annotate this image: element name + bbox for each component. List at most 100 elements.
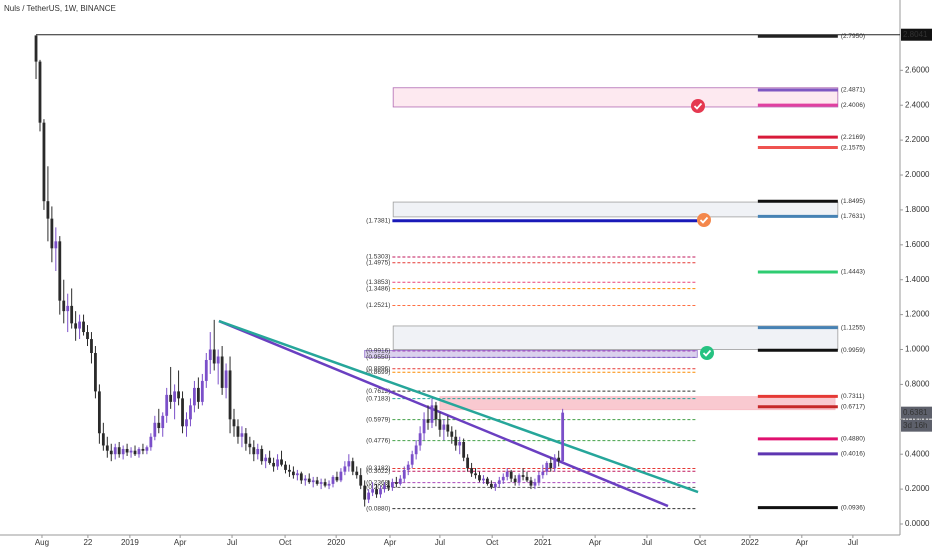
level-label: (0.4880) bbox=[841, 436, 865, 443]
level-label: (0.0936) bbox=[841, 504, 865, 511]
level-label: (1.5303) bbox=[366, 254, 390, 261]
candle-body bbox=[212, 349, 216, 364]
candle-body bbox=[200, 380, 204, 402]
candle-body bbox=[299, 473, 303, 481]
level-label: (0.5979) bbox=[366, 416, 390, 423]
zone bbox=[392, 325, 839, 350]
level-label: (1.8495) bbox=[841, 198, 865, 205]
candle-body bbox=[189, 405, 192, 420]
candle-body bbox=[82, 321, 85, 333]
candle-body bbox=[375, 489, 378, 495]
candle-body bbox=[545, 462, 549, 472]
candle-body bbox=[196, 387, 200, 402]
candle-body bbox=[355, 471, 359, 476]
y-tick-label: 2.0000 bbox=[905, 170, 930, 179]
level-label: (1.4443) bbox=[841, 269, 865, 276]
level-label: (0.4016) bbox=[841, 451, 865, 458]
y-tick-label: 1.6000 bbox=[905, 240, 930, 249]
trend-line bbox=[218, 319, 699, 494]
y-tick-label: 2.4000 bbox=[905, 100, 930, 109]
candle-body bbox=[311, 480, 315, 483]
y-tick-label: 1.0000 bbox=[905, 345, 930, 354]
candle-body bbox=[38, 61, 42, 123]
candle-body bbox=[517, 475, 521, 483]
y-tick-label: 0.0000 bbox=[905, 519, 930, 528]
candle-body bbox=[351, 461, 355, 472]
candle-body bbox=[256, 448, 260, 455]
candle-body bbox=[129, 450, 133, 453]
candle-body bbox=[529, 480, 533, 486]
candle-body bbox=[208, 349, 212, 360]
level-label: (0.7183) bbox=[366, 395, 390, 402]
candle-body bbox=[323, 482, 327, 486]
level-label: (0.3182) bbox=[366, 465, 390, 472]
level-label: (0.3022) bbox=[366, 468, 390, 475]
candle-body bbox=[62, 300, 66, 312]
high-price-label: 2.8041 bbox=[903, 30, 928, 39]
candle-body bbox=[493, 483, 497, 488]
x-tick-label: 2021 bbox=[534, 538, 552, 547]
candle-body bbox=[367, 492, 371, 500]
candle-body bbox=[410, 454, 414, 465]
candle-body bbox=[161, 415, 165, 429]
candle-body bbox=[426, 419, 430, 423]
candle-body bbox=[78, 321, 81, 329]
level-label: (0.7612) bbox=[366, 388, 390, 395]
level-label: (2.4006) bbox=[841, 102, 865, 109]
x-tick-label: 2020 bbox=[327, 538, 345, 547]
candle-body bbox=[430, 405, 434, 423]
check-icon-orange bbox=[697, 213, 711, 227]
level-label: (0.8896) bbox=[366, 365, 390, 372]
candle-body bbox=[34, 35, 38, 62]
candle-body bbox=[54, 241, 58, 249]
level-label: (0.9959) bbox=[841, 347, 865, 354]
chart-title: Nuls / TetherUS, 1W, BINANCE bbox=[4, 4, 116, 13]
level-label: (2.2169) bbox=[841, 134, 865, 141]
candle-body bbox=[58, 241, 62, 301]
candle-body bbox=[101, 433, 105, 446]
candle-body bbox=[109, 450, 113, 455]
candle-body bbox=[173, 391, 177, 402]
candle-body bbox=[113, 447, 117, 455]
candle-body bbox=[442, 424, 446, 430]
candle-body bbox=[97, 391, 101, 434]
candle-body bbox=[248, 443, 252, 448]
level-label: (0.2368) bbox=[366, 479, 390, 486]
candle-body bbox=[501, 476, 505, 481]
candle-body bbox=[470, 468, 473, 474]
level-label: (0.9916) bbox=[366, 348, 390, 355]
level-label: (2.7950) bbox=[841, 33, 865, 40]
candle-body bbox=[319, 482, 323, 484]
candle-body bbox=[486, 478, 489, 484]
candle-body bbox=[149, 436, 153, 448]
candle-body bbox=[224, 370, 228, 388]
candle-body bbox=[264, 457, 268, 462]
candle-body bbox=[125, 448, 129, 453]
candle-body bbox=[121, 448, 125, 455]
candle-body bbox=[343, 466, 347, 472]
x-tick-label: Aug bbox=[35, 538, 49, 547]
candle-body bbox=[280, 459, 283, 465]
candle-body bbox=[379, 489, 382, 495]
x-tick-label: 22 bbox=[83, 538, 92, 547]
level-label: (0.2098) bbox=[366, 484, 390, 491]
candle-body bbox=[232, 419, 236, 427]
candle-body bbox=[557, 457, 561, 462]
candle-body bbox=[94, 353, 97, 392]
candle-body bbox=[228, 370, 232, 420]
candle-body bbox=[268, 457, 272, 463]
candle-body bbox=[216, 356, 220, 364]
candle-body bbox=[371, 489, 374, 493]
x-tick-label: 2019 bbox=[121, 538, 139, 547]
candle-body bbox=[252, 447, 256, 455]
candle-body bbox=[327, 483, 331, 486]
candle-body bbox=[141, 448, 145, 451]
y-tick-label: 1.4000 bbox=[905, 275, 930, 284]
x-tick-label: Oct bbox=[279, 538, 292, 547]
candle-body bbox=[446, 424, 450, 432]
y-tick-label: 2.6000 bbox=[905, 65, 930, 74]
candle-body bbox=[331, 476, 335, 484]
countdown-label: 3d 16h bbox=[903, 421, 927, 430]
candle-body bbox=[105, 445, 109, 451]
candle-body bbox=[236, 426, 240, 437]
